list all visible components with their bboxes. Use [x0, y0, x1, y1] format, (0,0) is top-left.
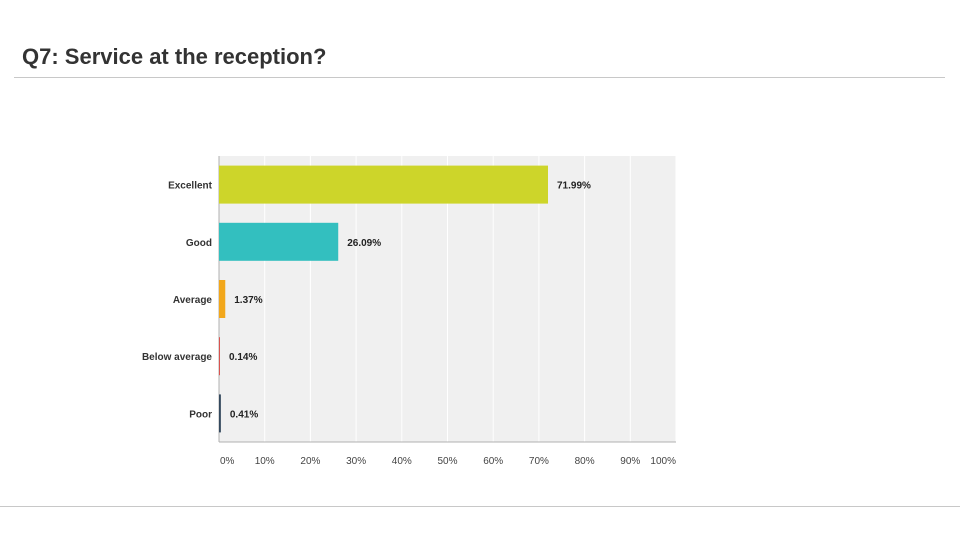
data-label: 0.41%	[230, 409, 258, 420]
x-tick-label: 70%	[529, 456, 549, 467]
data-label: 26.09%	[347, 238, 381, 249]
title-divider	[14, 77, 945, 78]
bar	[219, 337, 220, 376]
category-label: Good	[186, 238, 212, 249]
bar	[219, 222, 339, 261]
category-label: Below average	[142, 352, 212, 363]
category-label: Poor	[189, 409, 212, 420]
x-tick-label: 30%	[346, 456, 366, 467]
x-tick-label: 100%	[650, 456, 676, 467]
category-label: Average	[173, 295, 213, 306]
x-tick-label: 80%	[575, 456, 595, 467]
bar	[219, 394, 221, 433]
x-tick-label: 50%	[437, 456, 457, 467]
data-label: 0.14%	[229, 352, 257, 363]
bar	[219, 280, 226, 318]
data-label: 71.99%	[557, 181, 591, 192]
data-label: 1.37%	[234, 295, 262, 306]
x-tick-label: 10%	[255, 456, 275, 467]
x-tick-label: 20%	[300, 456, 320, 467]
footer-divider	[0, 506, 960, 507]
page-title: Q7: Service at the reception?	[22, 44, 327, 69]
category-label: Excellent	[168, 181, 213, 192]
x-tick-label: 90%	[620, 456, 640, 467]
x-tick-label: 60%	[483, 456, 503, 467]
bar	[219, 165, 548, 204]
x-tick-label: 40%	[392, 456, 412, 467]
x-tick-label: 0%	[220, 456, 235, 467]
